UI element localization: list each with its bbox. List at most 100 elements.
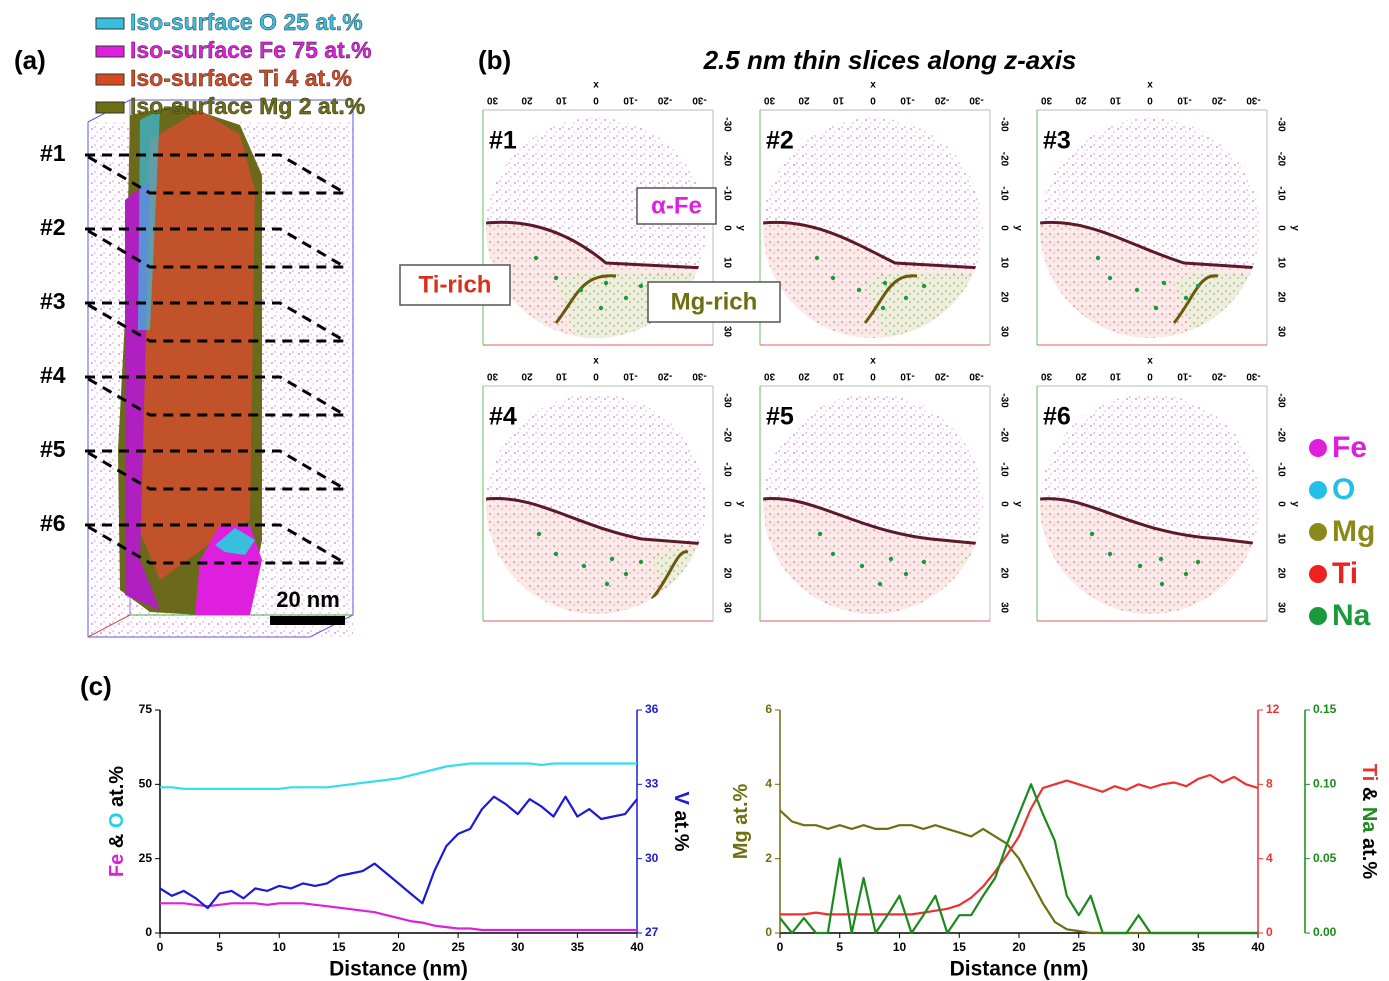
x-tick-label: 20	[798, 370, 810, 381]
y-tick-label: -30	[1275, 393, 1286, 408]
slice-label: #2	[40, 214, 66, 240]
x-axis-title: Distance (nm)	[950, 958, 1089, 981]
series-line	[160, 762, 637, 790]
axis-label: y	[1012, 501, 1023, 507]
na-atom	[553, 275, 559, 281]
na-atom	[609, 556, 615, 562]
x-tick-label: 0	[870, 94, 876, 105]
y-tick-label: -20	[721, 428, 732, 443]
interface	[1040, 497, 1260, 546]
slice-label: #1	[40, 140, 66, 166]
x-tick-label: -20	[1211, 370, 1226, 381]
y2-tick-label: 30	[645, 851, 659, 865]
interface	[763, 220, 983, 270]
element-label: Na	[1332, 599, 1371, 632]
na-atom	[553, 551, 559, 557]
slice-label: #3	[40, 288, 66, 314]
axis-title: V at.%	[670, 791, 692, 851]
x-tick-label: -10	[623, 94, 638, 105]
na-atom	[623, 295, 629, 301]
x-tick-label: 40	[1251, 940, 1265, 954]
axis-label: y	[1289, 501, 1300, 507]
x-tick-label: 0	[593, 370, 599, 381]
na-atom	[830, 551, 836, 557]
axis-label: y	[735, 501, 746, 507]
y-tick-label: -10	[721, 186, 732, 201]
x-tick-label: 20	[521, 370, 533, 381]
x-tick-label: 40	[630, 940, 644, 954]
na-atom	[814, 255, 820, 261]
atom-map-3d	[87, 99, 354, 638]
x-tick-label: 20	[521, 94, 533, 105]
na-atom	[1153, 305, 1159, 311]
y-tick-label: 30	[721, 602, 732, 614]
legend-swatch	[95, 101, 125, 114]
slice-label: #6	[40, 510, 66, 536]
y-tick-label: 0	[765, 925, 772, 939]
x-tick-label: 30	[511, 940, 525, 954]
ti-region	[1040, 498, 1260, 614]
y-tick-label: 30	[721, 326, 732, 338]
axis-title-part: &	[1358, 787, 1380, 801]
y2-tick-label: 33	[645, 777, 659, 791]
na-atom	[1183, 295, 1189, 301]
mg-region	[865, 272, 983, 338]
slice-label: #4	[489, 403, 517, 431]
na-atom	[1089, 531, 1095, 537]
x-tick-label: -20	[657, 370, 672, 381]
scale-bar	[270, 616, 345, 625]
axis-title: Ti & Na at.%	[1358, 764, 1380, 879]
legend-swatch	[95, 73, 125, 86]
series-line	[780, 773, 1259, 916]
x-tick-label: 10	[273, 940, 287, 954]
x-tick-label: -20	[934, 94, 949, 105]
x-tick-label: 15	[332, 940, 346, 954]
na-atom	[638, 283, 644, 289]
slice-view: -30 -30 -20 -20 -10 -10 0 0 10 10 20 20 30 30 x y #4	[482, 356, 746, 622]
x-tick-label: 25	[1072, 940, 1086, 954]
legend-swatch	[95, 17, 125, 30]
na-atom	[921, 283, 927, 289]
legend-label: Iso-surface Ti 4 at.%	[130, 65, 352, 91]
ti-region	[486, 498, 706, 614]
x-tick-label: -30	[1246, 370, 1261, 381]
na-atom	[1183, 571, 1189, 577]
interface	[863, 274, 918, 324]
interface	[763, 497, 983, 546]
y-tick-label: 25	[139, 851, 153, 865]
x-tick-label: -10	[1177, 94, 1192, 105]
x-tick-label: 10	[556, 370, 568, 381]
y3-tick-label: 0.10	[1313, 777, 1337, 791]
ti-region	[763, 498, 983, 614]
y-tick-label: 20	[998, 567, 1009, 579]
y2-tick-label: 4	[1266, 851, 1273, 865]
y-tick-label: 0	[1275, 501, 1286, 507]
x-tick-label: 35	[571, 940, 585, 954]
x-tick-label: 10	[1110, 94, 1122, 105]
y-tick-label: 0	[721, 225, 732, 231]
slice-label: #5	[766, 403, 794, 431]
axis-title: Mg at.%	[730, 783, 752, 859]
series-line	[779, 783, 1258, 935]
y-tick-label: -10	[998, 186, 1009, 201]
na-atom	[1107, 275, 1113, 281]
axis-title-part: at.%	[730, 783, 752, 824]
x-tick-label: 30	[487, 94, 499, 105]
element-label: Ti	[1332, 557, 1358, 590]
element-marker	[1309, 481, 1327, 499]
axis-label: x	[870, 80, 876, 91]
na-atom	[856, 287, 862, 293]
interface	[650, 550, 689, 600]
na-atom	[921, 559, 927, 565]
na-atom	[817, 531, 823, 537]
x-tick-label: 30	[1132, 940, 1146, 954]
y-tick-label: 20	[721, 567, 732, 579]
y-tick-label: 0	[1275, 225, 1286, 231]
na-atom	[638, 559, 644, 565]
y-tick-label: -10	[721, 462, 732, 477]
element-marker	[1309, 523, 1327, 541]
na-atom	[903, 295, 909, 301]
na-atom	[1095, 255, 1101, 261]
x-tick-label: -10	[1177, 370, 1192, 381]
